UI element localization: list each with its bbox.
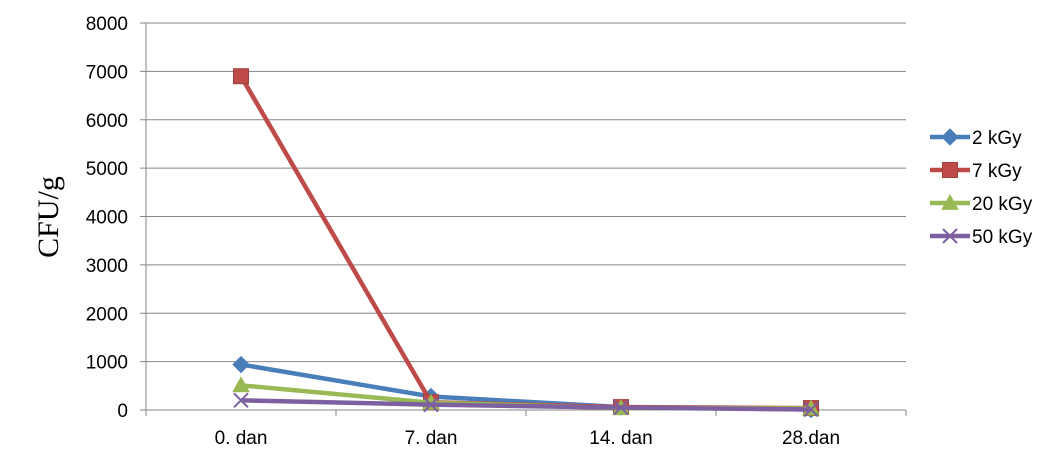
y-tick-label: 1000 (86, 353, 128, 374)
x-tick-labels: 0. dan 7. dan 14. dan 28.dan (215, 428, 840, 449)
legend-item: 7 kGy (930, 161, 1022, 182)
legend-label: 7 kGy (972, 161, 1022, 182)
legend-label: 2 kGy (972, 128, 1022, 149)
y-tick-labels: 0 1000 2000 3000 4000 5000 6000 7000 8000 (86, 14, 128, 422)
data-point (233, 68, 249, 85)
series-50-kgy (233, 392, 819, 418)
data-point (233, 392, 249, 409)
legend-marker (941, 128, 959, 146)
series-line (240, 398, 812, 412)
x-tick-label: 14. dan (589, 428, 652, 449)
y-tick-label: 0 (117, 401, 128, 422)
legend-item: 2 kGy (930, 128, 1022, 149)
x-tick-label: 28.dan (782, 428, 840, 449)
x-marker-stroke (233, 392, 249, 409)
series-line (239, 75, 812, 411)
legend-label: 20 kGy (972, 194, 1033, 215)
series-7-kgy (233, 68, 819, 417)
data-point (232, 355, 250, 374)
x-tick-label: 0. dan (215, 428, 268, 449)
data-point (803, 401, 819, 418)
x-marker-stroke (423, 396, 439, 413)
legend: 2 kGy 7 kGy 20 kGy 50 kGy (930, 128, 1033, 248)
y-tick-label: 8000 (86, 14, 128, 35)
y-tick-label: 3000 (86, 256, 128, 277)
y-tick-label: 2000 (86, 304, 128, 325)
legend-label: 50 kGy (972, 227, 1033, 248)
gridlines (146, 22, 906, 363)
x-tick-label: 7. dan (405, 428, 458, 449)
x-marker-stroke (613, 399, 629, 416)
legend-item: 20 kGy (930, 193, 1033, 215)
y-axis-label: CFU/g (32, 176, 65, 258)
y-tick-label: 7000 (86, 62, 128, 83)
series-group (232, 68, 820, 419)
axes (140, 22, 907, 416)
legend-marker (941, 193, 959, 210)
data-point (232, 376, 250, 393)
x-marker-stroke (942, 228, 958, 244)
y-tick-label: 4000 (86, 208, 128, 229)
y-tick-label: 6000 (86, 111, 128, 132)
data-point (423, 396, 439, 413)
legend-marker (942, 228, 958, 244)
x-marker-stroke (803, 401, 819, 418)
legend-item: 50 kGy (930, 227, 1033, 248)
data-point (613, 399, 629, 416)
y-tick-label: 5000 (86, 159, 128, 180)
legend-marker (942, 162, 958, 178)
